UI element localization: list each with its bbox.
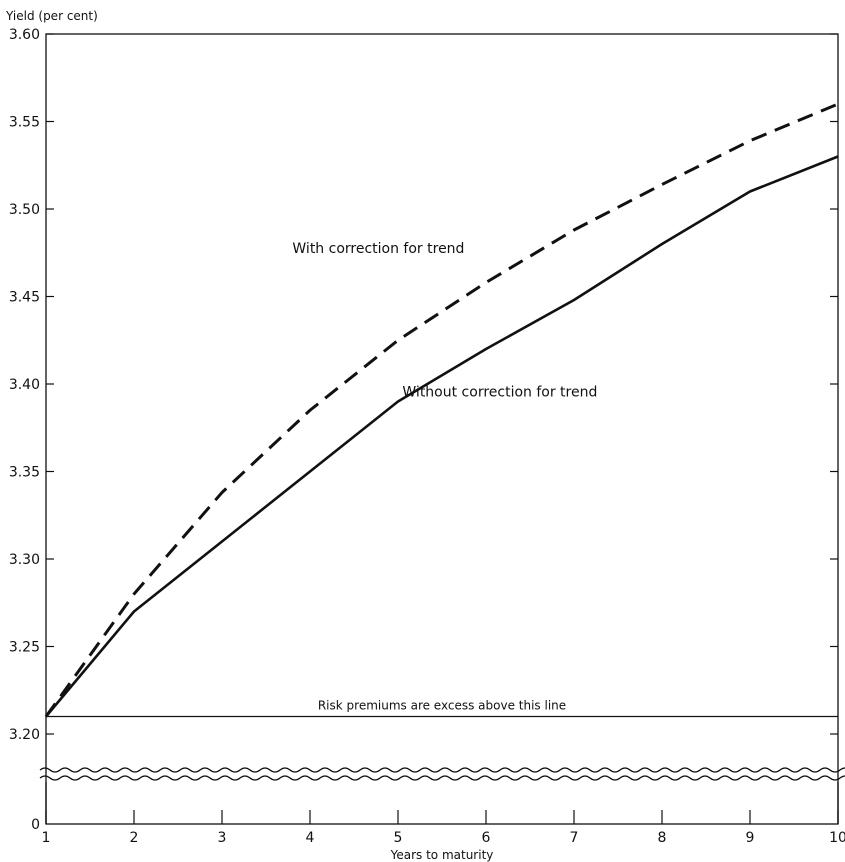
x-tick-label: 7: [570, 830, 579, 846]
curve-annotation: With correction for trend: [292, 241, 464, 257]
y-tick-label: 3.50: [9, 202, 40, 218]
y-tick-label: 3.25: [9, 640, 40, 656]
x-tick-label: 3: [218, 830, 227, 846]
axis-break-gap: [47, 766, 837, 802]
y-tick-label: 3.35: [9, 465, 40, 481]
y-tick-label: 3.60: [9, 27, 40, 43]
x-tick-label: 8: [658, 830, 667, 846]
annotation-layer: With correction for trend Without correct…: [292, 241, 597, 713]
reference-line-label: Risk premiums are excess above this line: [318, 699, 566, 713]
axis-break-wave-lower: [39, 775, 845, 781]
x-tick-label: 6: [482, 830, 491, 846]
x-axis-title: Years to maturity: [390, 848, 494, 862]
y-axis-title: Yield (per cent): [5, 9, 98, 23]
y-tick-label: 3.55: [9, 115, 40, 131]
y-tick-label: 3.45: [9, 290, 40, 306]
x-axis: 1 2 3 4 5 6 7 8 9 10: [42, 810, 845, 846]
series-layer: [44, 102, 839, 718]
axis-break: [39, 766, 845, 824]
x-tick-label: 2: [130, 830, 139, 846]
x-tick-label: 4: [306, 830, 315, 846]
x-tick-label: 1: [42, 830, 51, 846]
curve-annotation: Without correction for trend: [402, 384, 597, 400]
series-line-1: [44, 102, 839, 718]
x-tick-label: 10: [829, 830, 845, 846]
y-tick-label-zero: 0: [31, 817, 40, 833]
series-line-2: [45, 155, 839, 718]
y-tick-label: 3.30: [9, 552, 40, 568]
y-axis: 3.20 3.25 3.30 3.35 3.40 3.45 3.50 3.55 3.60 0: [9, 27, 838, 833]
axis-break-wave-upper: [39, 767, 845, 773]
y-tick-label: 3.40: [9, 377, 40, 393]
plot-frame: [45, 33, 839, 825]
y-tick-label: 3.20: [9, 727, 40, 743]
x-tick-label: 9: [746, 830, 755, 846]
x-tick-label: 5: [394, 830, 403, 846]
